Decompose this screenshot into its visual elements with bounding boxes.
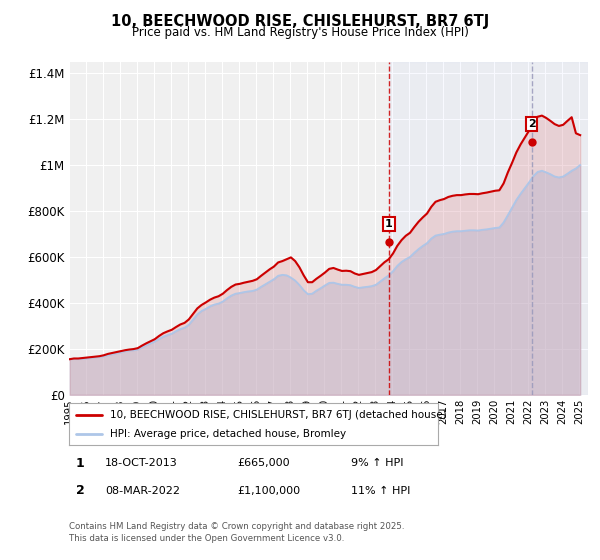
Text: 10, BEECHWOOD RISE, CHISLEHURST, BR7 6TJ (detached house): 10, BEECHWOOD RISE, CHISLEHURST, BR7 6TJ…: [110, 409, 446, 419]
Text: Price paid vs. HM Land Registry's House Price Index (HPI): Price paid vs. HM Land Registry's House …: [131, 26, 469, 39]
Text: 11% ↑ HPI: 11% ↑ HPI: [351, 486, 410, 496]
Text: 1: 1: [385, 220, 393, 230]
Text: 1: 1: [76, 456, 85, 470]
Text: Contains HM Land Registry data © Crown copyright and database right 2025.
This d: Contains HM Land Registry data © Crown c…: [69, 522, 404, 543]
Text: £665,000: £665,000: [237, 458, 290, 468]
Text: 18-OCT-2013: 18-OCT-2013: [105, 458, 178, 468]
Text: 2: 2: [527, 119, 535, 129]
Text: 08-MAR-2022: 08-MAR-2022: [105, 486, 180, 496]
Text: 9% ↑ HPI: 9% ↑ HPI: [351, 458, 404, 468]
Text: HPI: Average price, detached house, Bromley: HPI: Average price, detached house, Brom…: [110, 429, 346, 439]
Text: 10, BEECHWOOD RISE, CHISLEHURST, BR7 6TJ: 10, BEECHWOOD RISE, CHISLEHURST, BR7 6TJ: [111, 14, 489, 29]
Text: 2: 2: [76, 484, 85, 497]
Text: £1,100,000: £1,100,000: [237, 486, 300, 496]
Bar: [389, 62, 588, 395]
